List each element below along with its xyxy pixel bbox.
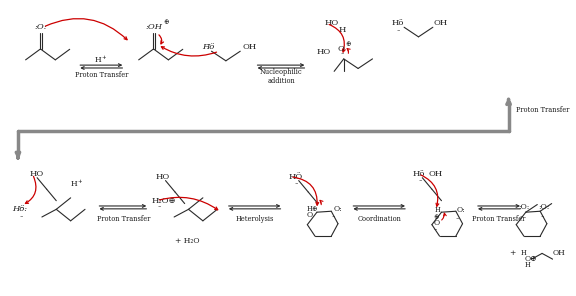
Text: H: H xyxy=(306,205,312,213)
Text: H: H xyxy=(339,26,346,34)
Text: Proton Transfer: Proton Transfer xyxy=(75,71,128,79)
Text: ⊕: ⊕ xyxy=(346,41,351,49)
Text: HÖ: HÖ xyxy=(288,173,302,181)
Text: ⊕: ⊕ xyxy=(311,205,317,213)
Text: O: O xyxy=(306,211,313,219)
Text: H: H xyxy=(521,250,527,258)
Text: ..: .. xyxy=(519,211,524,219)
Text: Coordination: Coordination xyxy=(357,215,401,223)
Text: :O:: :O: xyxy=(538,203,550,211)
Text: ..: .. xyxy=(157,202,161,210)
Text: ..: .. xyxy=(456,213,460,221)
Text: + H₂O: + H₂O xyxy=(175,237,200,245)
Text: ..: .. xyxy=(19,202,23,210)
Text: Hö:: Hö: xyxy=(12,205,27,213)
Text: HO: HO xyxy=(317,48,331,56)
Text: Proton Transfer: Proton Transfer xyxy=(472,215,526,223)
Text: OH: OH xyxy=(434,20,448,28)
Text: ..: .. xyxy=(157,194,161,202)
Text: ⊕: ⊕ xyxy=(434,213,439,221)
Text: ..: .. xyxy=(331,211,336,219)
Text: +: + xyxy=(509,250,516,258)
Text: ..: .. xyxy=(419,175,423,183)
Text: Proton Transfer: Proton Transfer xyxy=(97,215,150,223)
Text: Proton Transfer: Proton Transfer xyxy=(516,106,570,114)
Text: Hö: Hö xyxy=(392,20,404,28)
Text: OH: OH xyxy=(242,44,256,52)
Text: H: H xyxy=(525,261,530,269)
Text: :OH: :OH xyxy=(146,23,162,31)
Text: ..: .. xyxy=(19,211,23,219)
Text: :O:: :O: xyxy=(518,203,529,211)
Text: OH: OH xyxy=(552,250,566,258)
Text: O:: O: xyxy=(333,205,342,213)
Text: H₂O⊕: H₂O⊕ xyxy=(151,197,176,205)
Text: :O:: :O: xyxy=(35,23,47,31)
Text: ..: .. xyxy=(294,178,298,186)
Text: O: O xyxy=(338,45,345,53)
Text: ..: .. xyxy=(206,38,210,46)
Text: HO: HO xyxy=(29,170,44,178)
Text: Heterolysis: Heterolysis xyxy=(236,215,274,223)
Text: H: H xyxy=(435,206,441,214)
Text: HO: HO xyxy=(156,173,170,181)
Text: Nucleophilic
addition: Nucleophilic addition xyxy=(260,67,303,85)
Text: Hö: Hö xyxy=(413,170,425,178)
Text: O⊕: O⊕ xyxy=(525,255,537,263)
Text: H$^+$: H$^+$ xyxy=(94,53,108,65)
Text: H$^+$: H$^+$ xyxy=(70,178,84,189)
Text: HO: HO xyxy=(324,20,339,28)
Text: ⊕: ⊕ xyxy=(164,18,169,26)
Text: O: O xyxy=(434,219,440,227)
Text: O:: O: xyxy=(457,206,465,214)
Text: ..: .. xyxy=(434,224,438,232)
Text: ..: .. xyxy=(396,25,401,33)
Text: ..: .. xyxy=(341,48,345,56)
Text: ..: .. xyxy=(540,211,544,219)
Text: OH: OH xyxy=(428,170,442,178)
Text: Hö: Hö xyxy=(202,44,214,52)
